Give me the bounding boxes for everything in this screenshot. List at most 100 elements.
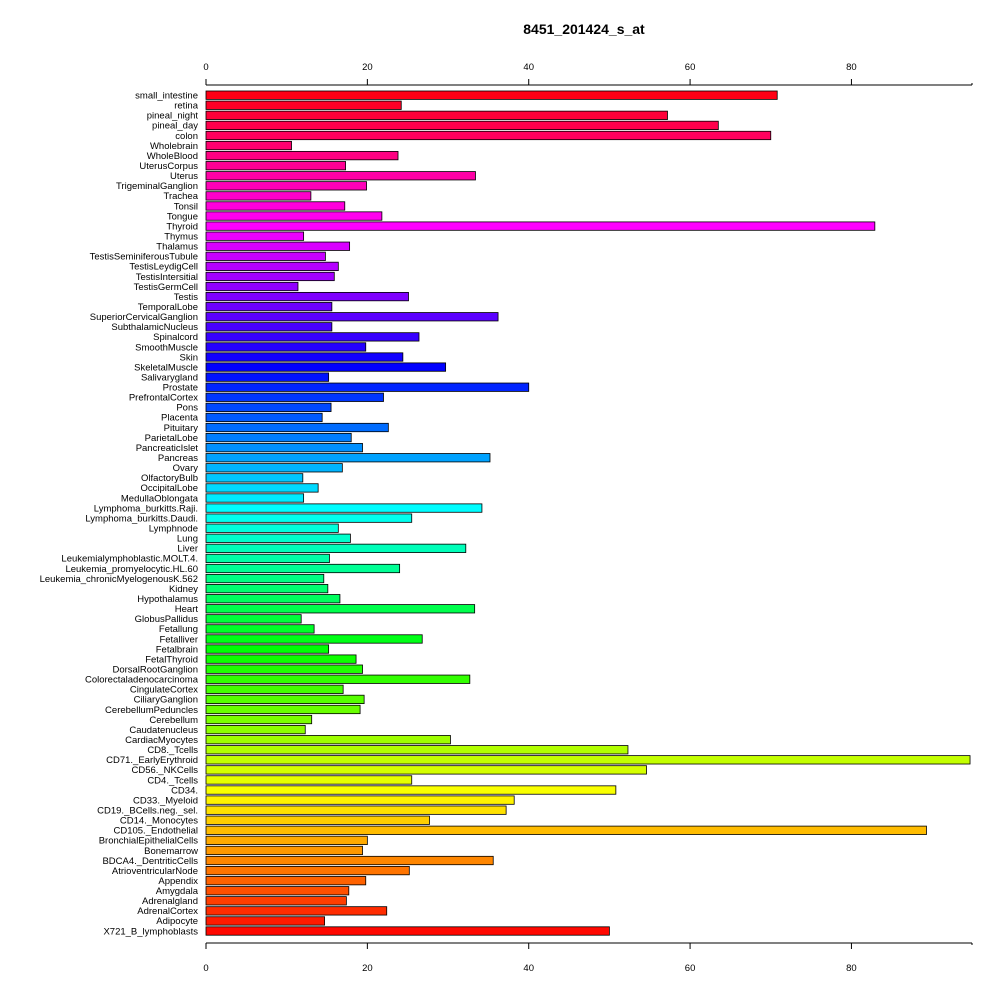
category-label: WholeBlood (147, 151, 198, 162)
bar (205, 392, 384, 402)
x-tick-label: 20 (362, 963, 373, 974)
category-labels: small_intestineretinapineal_nightpineal_… (40, 91, 199, 938)
x-tick-label: 40 (523, 963, 534, 974)
category-label: Amygdala (156, 886, 199, 897)
category-label: Adipocyte (156, 916, 198, 927)
category-label: CD8._Tcells (147, 745, 198, 756)
bar (205, 865, 410, 876)
bar (205, 896, 347, 906)
category-label: Hypothalamus (137, 594, 198, 605)
bar (205, 775, 413, 785)
category-label: PrefrontalCortex (129, 393, 198, 404)
bar (205, 644, 330, 654)
category-label: Placenta (161, 413, 199, 424)
category-label: Appendix (158, 876, 198, 887)
category-label: GlobusPallidus (135, 614, 199, 625)
bar (205, 171, 476, 181)
bar (205, 755, 971, 765)
bar (205, 412, 323, 423)
bar (205, 100, 402, 110)
bar (205, 161, 346, 171)
category-label: Bonemarrow (144, 846, 198, 857)
category-label: Wholebrain (150, 141, 198, 152)
category-label: CD4._Tcells (147, 775, 198, 786)
bar (205, 332, 420, 342)
category-label: Lymphoma_burkitts.Raji. (94, 503, 198, 514)
category-label: Fetallung (159, 624, 198, 635)
category-label: Pancreas (158, 453, 198, 464)
bar (205, 221, 876, 231)
category-label: Lymphnode (149, 524, 198, 535)
bar (205, 422, 389, 433)
category-label: Thymus (164, 231, 198, 242)
category-label: SuperiorCervicalGanglion (90, 312, 198, 323)
bar (205, 382, 530, 392)
bar (205, 493, 305, 503)
category-label: Skin (180, 352, 198, 363)
category-label: ParietalLobe (145, 433, 198, 444)
bar (205, 181, 367, 191)
bar (205, 674, 471, 684)
bar (205, 483, 319, 493)
bar (205, 584, 329, 594)
category-label: CiliaryGanglion (134, 695, 198, 706)
bar (205, 614, 302, 624)
bar (205, 251, 326, 261)
category-label: Cerebellum (149, 715, 198, 726)
category-label: Pons (176, 403, 198, 414)
bar (205, 725, 306, 735)
bar (205, 281, 299, 292)
category-label: Adrenalgland (142, 896, 198, 907)
bar (205, 714, 313, 725)
category-label: OccipitalLobe (140, 483, 198, 494)
category-label: CD34. (171, 785, 198, 796)
bar (205, 815, 430, 825)
bar (205, 634, 423, 644)
category-label: retina (174, 101, 198, 112)
x-tick-label: 0 (203, 62, 208, 73)
category-label: UterusCorpus (139, 161, 198, 172)
bar (205, 271, 335, 282)
category-label: Heart (175, 604, 199, 615)
category-label: Salivarygland (141, 372, 198, 383)
x-tick-label: 40 (523, 62, 534, 73)
bar (205, 876, 367, 886)
bar (205, 845, 363, 856)
x-tick-label: 60 (685, 963, 696, 974)
bar (205, 624, 315, 634)
category-label: CingulateCortex (130, 685, 198, 696)
category-label: Spinalcord (153, 332, 198, 343)
bar (205, 654, 357, 664)
category-label: PancreaticIslet (136, 443, 199, 454)
category-label: Leukemia_chronicMyelogenousK.562 (40, 574, 198, 585)
category-label: Thalamus (156, 242, 198, 253)
category-label: Prostate (163, 383, 198, 394)
bar (205, 362, 447, 372)
bar (205, 745, 629, 755)
category-label: Ovary (173, 463, 199, 474)
category-label: Kidney (169, 584, 198, 595)
bar (205, 211, 383, 221)
bar (205, 765, 647, 775)
bar (205, 543, 467, 553)
bar (205, 291, 409, 302)
bar (205, 916, 325, 926)
category-label: MedullaOblongata (121, 493, 199, 504)
bar (205, 563, 401, 574)
bar (205, 372, 330, 382)
bar (205, 110, 668, 120)
category-label: Uterus (170, 171, 198, 182)
category-label: Leukemialymphoblastic.MOLT.4. (61, 554, 198, 565)
category-label: CD71._EarlyErythroid (106, 755, 198, 766)
bar (205, 835, 368, 845)
bar (205, 130, 772, 141)
top-axis: 0 20 40 60 80 (203, 62, 973, 86)
bar (205, 735, 451, 745)
bar (205, 553, 330, 564)
bar (205, 604, 476, 614)
bar (205, 886, 350, 896)
bar (205, 855, 494, 866)
category-label: X721_B_lymphoblasts (103, 926, 198, 937)
bar (205, 402, 332, 412)
